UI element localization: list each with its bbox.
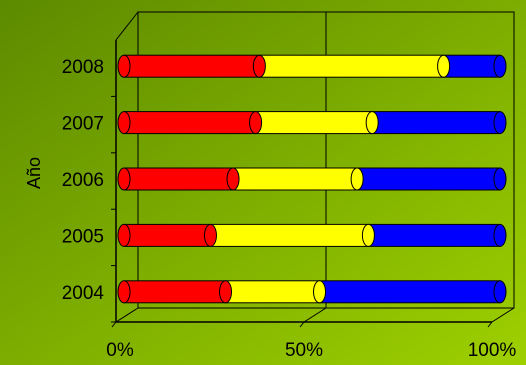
bar-segment-2005-series-1 — [123, 223, 211, 247]
floor-left-edge — [115, 307, 139, 323]
bars — [117, 54, 507, 304]
bar-start-cap-2004 — [117, 280, 131, 304]
bar-cap-2006-series-3 — [493, 167, 507, 191]
bar-segment-2005-series-3 — [367, 223, 501, 247]
axis-labels: Año 0% 50% 100% 2004 2005 2006 2007 2008 — [24, 57, 516, 361]
y-axis-label: Año — [24, 157, 44, 189]
bar-cap-2007-series-1 — [249, 111, 263, 135]
bar-start-cap-2008 — [117, 54, 131, 78]
bar-cap-2006-series-1 — [226, 167, 240, 191]
x-tick-mark — [299, 321, 305, 328]
bar-cap-2005-series-3 — [493, 223, 507, 247]
bar-cap-2005-series-2 — [361, 223, 375, 247]
x-tick-mark — [111, 321, 117, 328]
x-tick-mark — [487, 321, 493, 328]
bar-segment-2007-series-3 — [371, 111, 501, 135]
bar-segment-2004-series-3 — [319, 280, 501, 304]
y-tick-label-2005: 2005 — [62, 226, 104, 247]
bar-start-cap-2007 — [117, 111, 131, 135]
bar-segment-2008-series-1 — [123, 54, 260, 78]
x-tick-label: 0% — [106, 340, 134, 361]
bar-segment-2007-series-2 — [255, 111, 373, 135]
bar-cap-2008-series-3 — [493, 54, 507, 78]
bar-cap-2007-series-2 — [365, 111, 379, 135]
side-wall-top-edge — [115, 11, 139, 41]
bar-segment-2007-series-1 — [123, 111, 257, 135]
bar-segment-2006-series-2 — [232, 167, 358, 191]
bar-segment-2004-series-2 — [225, 280, 321, 304]
bar-cap-2004-series-1 — [219, 280, 233, 304]
y-tick-label-2006: 2006 — [62, 170, 104, 191]
bar-segment-2006-series-3 — [356, 167, 501, 191]
bar-segment-2008-series-3 — [443, 54, 501, 78]
floor-right-edge — [491, 307, 515, 323]
y-tick-label-2004: 2004 — [62, 283, 105, 304]
y-tick-label-2007: 2007 — [62, 114, 104, 135]
x-tick-label: 100% — [468, 340, 517, 361]
bar-cap-2005-series-1 — [203, 223, 217, 247]
bar-cap-2004-series-2 — [313, 280, 327, 304]
y-tick-label-2008: 2008 — [62, 57, 104, 78]
bar-start-cap-2005 — [117, 223, 131, 247]
bar-cap-2008-series-2 — [437, 54, 451, 78]
x-tick-label: 50% — [285, 340, 323, 361]
bar-segment-2004-series-1 — [123, 280, 227, 304]
bar-segment-2008-series-2 — [258, 54, 445, 78]
bar-cap-2004-series-3 — [493, 280, 507, 304]
bar-segment-2005-series-2 — [209, 223, 369, 247]
bar-cap-2006-series-2 — [350, 167, 364, 191]
bar-segment-2006-series-1 — [123, 167, 234, 191]
bar-start-cap-2006 — [117, 167, 131, 191]
bar-cap-2008-series-1 — [252, 54, 266, 78]
bar-cap-2007-series-3 — [493, 111, 507, 135]
floor-gridline-50 — [303, 307, 327, 323]
